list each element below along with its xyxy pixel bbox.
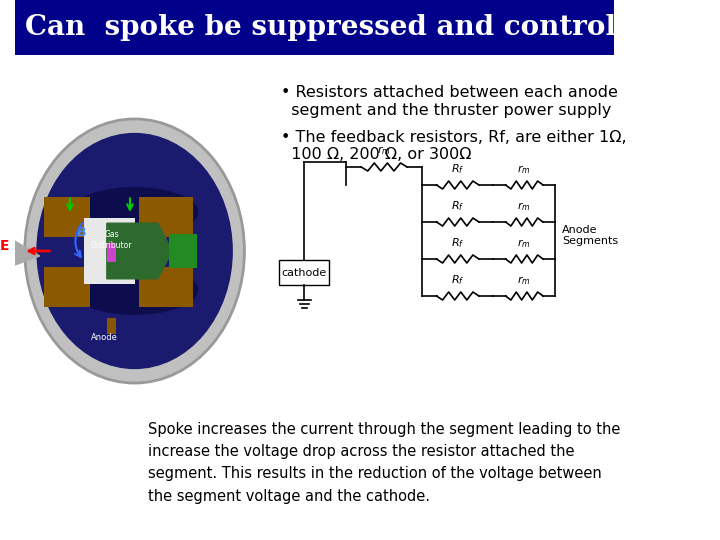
Text: Spoke increases the current through the segment leading to the
increase the volt: Spoke increases the current through the … — [148, 422, 621, 504]
Text: Can  spoke be suppressed and controlled?: Can spoke be suppressed and controlled? — [24, 14, 680, 41]
Bar — [107, 318, 116, 334]
Polygon shape — [0, 231, 40, 271]
Bar — [279, 260, 329, 285]
Text: Front Coil: Front Coil — [89, 92, 138, 102]
Ellipse shape — [24, 119, 244, 383]
Text: Cathode: Cathode — [45, 75, 84, 84]
Text: • The feedback resistors, Rf, are either 1Ω,: • The feedback resistors, Rf, are either… — [281, 130, 626, 145]
Ellipse shape — [36, 133, 233, 369]
Bar — [15, 55, 613, 540]
Text: 100 Ω, 200 Ω, or 300Ω: 100 Ω, 200 Ω, or 300Ω — [281, 147, 472, 162]
Text: Anode
Segments: Anode Segments — [562, 225, 618, 246]
Text: $R_f$: $R_f$ — [451, 236, 464, 250]
Text: segment and the thruster power supply: segment and the thruster power supply — [281, 103, 611, 118]
Text: E: E — [0, 239, 9, 253]
Polygon shape — [107, 223, 169, 279]
Text: $r_m$: $r_m$ — [518, 274, 531, 287]
Text: $R_f$: $R_f$ — [451, 162, 464, 176]
Text: $r_m$: $r_m$ — [518, 200, 531, 213]
Text: $r_m$: $r_m$ — [518, 237, 531, 250]
Bar — [107, 242, 116, 262]
Bar — [44, 197, 90, 237]
Text: Gas
Distributor: Gas Distributor — [91, 230, 132, 249]
Bar — [15, 0, 613, 55]
Text: Back Coil: Back Coil — [144, 92, 192, 102]
Text: $r_m$: $r_m$ — [377, 144, 391, 157]
Text: Anode: Anode — [91, 333, 118, 342]
Ellipse shape — [71, 187, 198, 237]
Text: $r_m$: $r_m$ — [518, 163, 531, 176]
Bar — [139, 197, 193, 237]
Text: cathode: cathode — [282, 267, 327, 278]
Ellipse shape — [71, 265, 198, 315]
Text: B: B — [77, 226, 86, 239]
Bar — [84, 218, 135, 285]
Bar — [44, 267, 90, 307]
Text: $R_f$: $R_f$ — [451, 199, 464, 213]
Text: • Resistors attached between each anode: • Resistors attached between each anode — [281, 85, 618, 100]
Bar — [139, 267, 193, 307]
Bar — [169, 234, 197, 268]
Text: $R_f$: $R_f$ — [451, 273, 464, 287]
